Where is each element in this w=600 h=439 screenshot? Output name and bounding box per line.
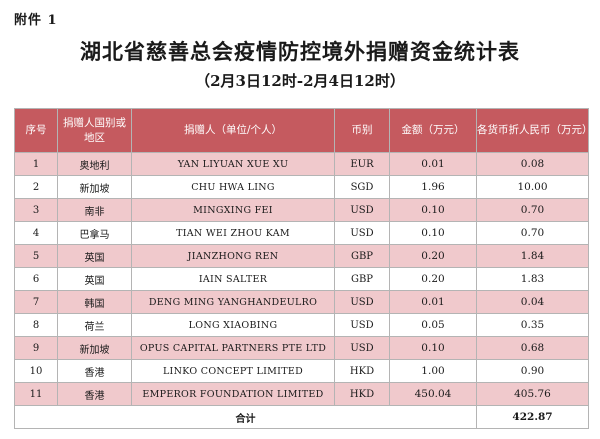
cell-amount: 0.10 (389, 336, 477, 360)
cell-rmb: 0.04 (476, 290, 589, 314)
cell-currency: EUR (334, 152, 390, 176)
cell-donor: CHU HWA LING (131, 175, 335, 199)
total-row: 合计 422.87 (14, 405, 589, 429)
cell-currency: USD (334, 290, 390, 314)
cell-rmb: 10.00 (476, 175, 589, 199)
table-row: 4 巴拿马 TIAN WEI ZHOU KAM USD 0.10 0.70 (14, 221, 589, 245)
cell-donor: EMPEROR FOUNDATION LIMITED (131, 382, 335, 406)
cell-rmb: 0.90 (476, 359, 589, 383)
cell-donor: LONG XIAOBING (131, 313, 335, 337)
header-currency: 币别 (334, 108, 390, 153)
cell-donor: YAN LIYUAN XUE XU (131, 152, 335, 176)
header-amount: 金额（万元） (389, 108, 477, 153)
cell-donor: LINKO CONCEPT LIMITED (131, 359, 335, 383)
cell-country: 奥地利 (57, 152, 132, 176)
table-row: 6 英国 IAIN SALTER GBP 0.20 1.83 (14, 267, 589, 291)
cell-currency: HKD (334, 359, 390, 383)
cell-seq: 6 (14, 267, 58, 291)
cell-amount: 1.96 (389, 175, 477, 199)
cell-seq: 4 (14, 221, 58, 245)
header-donor: 捐赠人（单位/个人） (131, 108, 335, 153)
table-header-row: 序号 捐赠人国别或地区 捐赠人（单位/个人） 币别 金额（万元） 各货币折人民币… (14, 108, 589, 153)
cell-seq: 1 (14, 152, 58, 176)
cell-amount: 0.10 (389, 198, 477, 222)
cell-rmb: 1.83 (476, 267, 589, 291)
cell-rmb: 0.70 (476, 221, 589, 245)
cell-seq: 9 (14, 336, 58, 360)
table-row: 9 新加坡 OPUS CAPITAL PARTNERS PTE LTD USD … (14, 336, 589, 360)
cell-donor: OPUS CAPITAL PARTNERS PTE LTD (131, 336, 335, 360)
cell-country: 韩国 (57, 290, 132, 314)
cell-rmb: 0.35 (476, 313, 589, 337)
cell-seq: 10 (14, 359, 58, 383)
cell-country: 香港 (57, 382, 132, 406)
cell-seq: 7 (14, 290, 58, 314)
cell-amount: 0.20 (389, 244, 477, 268)
total-rmb: 422.87 (476, 405, 589, 429)
cell-amount: 0.20 (389, 267, 477, 291)
table-row: 8 荷兰 LONG XIAOBING USD 0.05 0.35 (14, 313, 589, 337)
attachment-label: 附件 1 (14, 13, 58, 28)
document-subtitle: （2月3日12时-2月4日12时） (195, 72, 405, 90)
header-country: 捐赠人国别或地区 (57, 108, 132, 153)
cell-seq: 3 (14, 198, 58, 222)
cell-donor: JIANZHONG REN (131, 244, 335, 268)
cell-seq: 5 (14, 244, 58, 268)
cell-rmb: 0.68 (476, 336, 589, 360)
cell-donor: TIAN WEI ZHOU KAM (131, 221, 335, 245)
header-rmb: 各货币折人民币（万元） (476, 108, 589, 153)
table-row: 3 南非 MINGXING FEI USD 0.10 0.70 (14, 198, 589, 222)
cell-country: 香港 (57, 359, 132, 383)
cell-country: 英国 (57, 244, 132, 268)
cell-amount: 0.10 (389, 221, 477, 245)
cell-country: 新加坡 (57, 175, 132, 199)
cell-amount: 450.04 (389, 382, 477, 406)
cell-amount: 1.00 (389, 359, 477, 383)
cell-donor: IAIN SALTER (131, 267, 335, 291)
cell-country: 巴拿马 (57, 221, 132, 245)
table-row: 11 香港 EMPEROR FOUNDATION LIMITED HKD 450… (14, 382, 589, 406)
cell-currency: USD (334, 313, 390, 337)
cell-amount: 0.01 (389, 152, 477, 176)
cell-currency: USD (334, 336, 390, 360)
table-body: 1 奥地利 YAN LIYUAN XUE XU EUR 0.01 0.08 2 … (14, 152, 589, 429)
donation-table: 序号 捐赠人国别或地区 捐赠人（单位/个人） 币别 金额（万元） 各货币折人民币… (14, 108, 589, 429)
cell-country: 新加坡 (57, 336, 132, 360)
cell-currency: USD (334, 198, 390, 222)
table-row: 5 英国 JIANZHONG REN GBP 0.20 1.84 (14, 244, 589, 268)
cell-currency: SGD (334, 175, 390, 199)
cell-seq: 11 (14, 382, 58, 406)
table-row: 1 奥地利 YAN LIYUAN XUE XU EUR 0.01 0.08 (14, 152, 589, 176)
table-row: 2 新加坡 CHU HWA LING SGD 1.96 10.00 (14, 175, 589, 199)
cell-currency: GBP (334, 244, 390, 268)
total-label: 合计 (14, 405, 477, 429)
cell-rmb: 405.76 (476, 382, 589, 406)
cell-country: 南非 (57, 198, 132, 222)
cell-country: 英国 (57, 267, 132, 291)
cell-amount: 0.01 (389, 290, 477, 314)
cell-donor: DENG MING YANGHANDEULRO (131, 290, 335, 314)
cell-rmb: 0.70 (476, 198, 589, 222)
cell-seq: 8 (14, 313, 58, 337)
header-seq: 序号 (14, 108, 58, 153)
cell-currency: GBP (334, 267, 390, 291)
cell-seq: 2 (14, 175, 58, 199)
table-row: 7 韩国 DENG MING YANGHANDEULRO USD 0.01 0.… (14, 290, 589, 314)
cell-currency: USD (334, 221, 390, 245)
cell-rmb: 0.08 (476, 152, 589, 176)
table-row: 10 香港 LINKO CONCEPT LIMITED HKD 1.00 0.9… (14, 359, 589, 383)
cell-country: 荷兰 (57, 313, 132, 337)
cell-donor: MINGXING FEI (131, 198, 335, 222)
cell-amount: 0.05 (389, 313, 477, 337)
document-title: 湖北省慈善总会疫情防控境外捐赠资金统计表 (80, 39, 520, 64)
cell-rmb: 1.84 (476, 244, 589, 268)
cell-currency: HKD (334, 382, 390, 406)
